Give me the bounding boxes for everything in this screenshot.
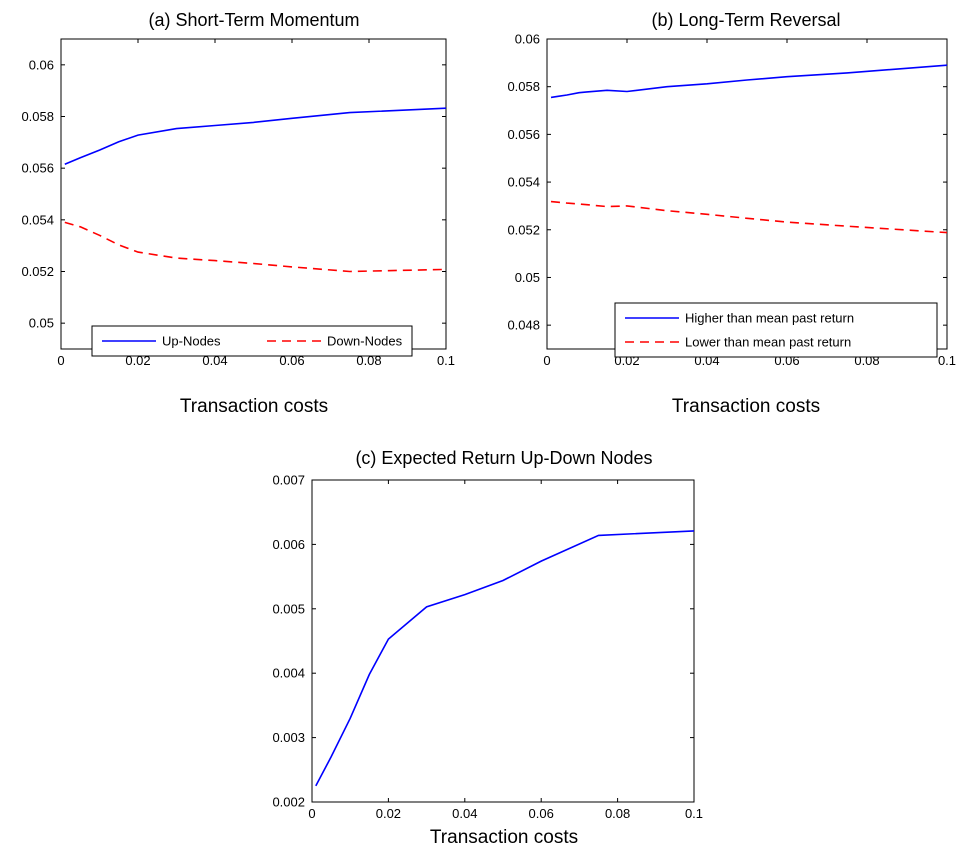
series-line-2: [550, 200, 948, 234]
x-tick-label: 0.1: [938, 353, 956, 368]
y-tick-label: 0.06: [29, 57, 54, 72]
x-tick-label: 0.08: [605, 806, 630, 821]
y-tick-label: 0.007: [272, 473, 305, 488]
panel-expected-return-up-down-nodes: (c) Expected Return Up-Down Nodes 0 0.02 0…: [272, 448, 703, 848]
y-tick-label: 0.052: [507, 222, 540, 237]
x-tick-label: 0.1: [437, 353, 455, 368]
series-line-2: [64, 221, 447, 273]
plot-area: [311, 479, 695, 803]
x-tick-label: 0.04: [452, 806, 477, 821]
panel-short-term-momentum: (a) Short-Term Momentum 0 0.02 0.04 0.06 0.0…: [21, 10, 455, 417]
x-tick-label: 0: [543, 353, 550, 368]
x-tick-label: 0.1: [685, 806, 703, 821]
panel-long-term-reversal: (b) Long-Term Reversal 0 0.02 0.04 0.06 0.08…: [507, 10, 956, 417]
series-line-1: [64, 107, 447, 166]
x-axis-label: Transaction costs: [430, 827, 578, 848]
x-tick-label: 0: [57, 353, 64, 368]
y-tick-label: 0.004: [272, 666, 305, 681]
y-tick-label: 0.058: [507, 79, 540, 94]
panel-title: (a) Short-Term Momentum: [148, 10, 359, 30]
legend-label: Up-Nodes: [162, 334, 221, 349]
y-tick-label: 0.056: [21, 161, 54, 176]
y-tick-label: 0.05: [515, 270, 540, 285]
series-line-1: [315, 530, 695, 787]
x-tick-label: 0.06: [529, 806, 554, 821]
legend-label: Down-Nodes: [327, 334, 403, 349]
x-tick-label: 0.02: [125, 353, 150, 368]
x-axis-label: Transaction costs: [180, 396, 328, 417]
y-tick-label: 0.003: [272, 730, 305, 745]
panel-title: (b) Long-Term Reversal: [651, 10, 840, 30]
panel-title: (c) Expected Return Up-Down Nodes: [355, 448, 652, 468]
y-tick-label: 0.058: [21, 109, 54, 124]
plot-area: [60, 38, 447, 350]
y-tick-label: 0.006: [272, 537, 305, 552]
y-tick-label: 0.06: [515, 32, 540, 47]
x-axis-label: Transaction costs: [672, 396, 820, 417]
y-tick-label: 0.048: [507, 318, 540, 333]
x-tick-label: 0.02: [376, 806, 401, 821]
y-tick-label: 0.005: [272, 601, 305, 616]
y-tick-label: 0.054: [507, 175, 540, 190]
series-line-1: [550, 64, 948, 99]
x-tick-label: 0.08: [356, 353, 381, 368]
x-tick-label: 0.04: [202, 353, 227, 368]
y-tick-label: 0.056: [507, 127, 540, 142]
y-tick-label: 0.054: [21, 212, 54, 227]
y-tick-label: 0.05: [29, 316, 54, 331]
y-tick-label: 0.002: [272, 795, 305, 810]
legend-label: Higher than mean past return: [685, 311, 854, 326]
x-tick-label: 0: [308, 806, 315, 821]
legend-label: Lower than mean past return: [685, 335, 851, 350]
x-tick-label: 0.06: [279, 353, 304, 368]
y-tick-label: 0.052: [21, 264, 54, 279]
legend-box: [614, 302, 938, 358]
